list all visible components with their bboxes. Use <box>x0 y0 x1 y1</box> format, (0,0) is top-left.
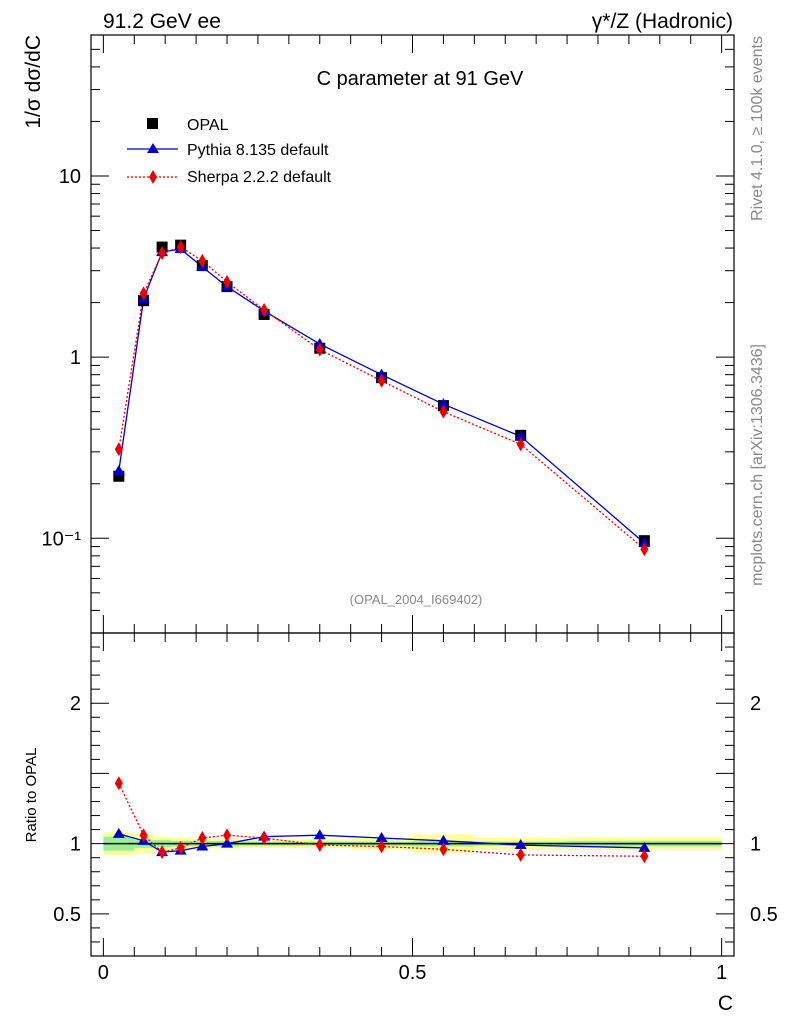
ratio-y-tick-label: 1 <box>70 834 81 856</box>
legend-marker-sherpa <box>149 170 157 184</box>
ratio-point-triangle <box>514 839 527 850</box>
ratio-point-diamond <box>139 828 148 843</box>
main-y-axis-label: 1/σ dσ/dC <box>22 35 45 129</box>
ratio-point-triangle <box>221 837 234 848</box>
ratio-point-diamond <box>158 845 167 860</box>
ratio-y-tick-label: 2 <box>70 693 81 715</box>
legend-label-pythia: Pythia 8.135 default <box>187 142 329 159</box>
header-energy-label: 91.2 GeV ee <box>103 10 221 33</box>
x-axis-label: C <box>718 992 733 1015</box>
rivet-version-label: Rivet 4.1.0, ≥ 100k events <box>749 36 766 221</box>
x-tick-label: 0 <box>98 962 109 984</box>
main-point-diamond <box>640 542 649 557</box>
ratio-y-tick-label: 0.5 <box>53 904 81 926</box>
main-y-tick-label: 10⁻¹ <box>42 528 82 550</box>
ratio-point-triangle <box>112 827 125 838</box>
x-tick-label: 0.5 <box>399 962 427 984</box>
legend-marker-pythia <box>147 143 159 153</box>
ratio-point-diamond <box>439 842 448 857</box>
ratio-point-diamond <box>198 831 207 846</box>
ratio-point-triangle <box>313 829 326 840</box>
ratio-point-diamond <box>114 776 123 791</box>
main-point-triangle <box>514 430 527 441</box>
ratio-y-axis-label: Ratio to OPAL <box>23 748 40 843</box>
main-series-line-2 <box>118 246 645 550</box>
main-point-triangle <box>112 465 125 476</box>
main-point-square <box>113 470 125 482</box>
legend-marker-opal <box>147 118 158 129</box>
ratio-point-triangle <box>437 834 450 845</box>
mcplots-label: mcplots.cern.ch [arXiv:1306.3436] <box>749 344 766 586</box>
ratio-point-diamond <box>223 828 232 843</box>
ratio-point-triangle <box>638 841 651 852</box>
main-point-diamond <box>516 437 525 452</box>
ratio-point-diamond <box>377 839 386 854</box>
ratio-point-diamond <box>315 838 324 853</box>
main-point-diamond <box>377 373 386 388</box>
main-point-triangle <box>437 398 450 409</box>
main-point-diamond <box>198 253 207 268</box>
main-point-diamond <box>139 286 148 301</box>
ratio-series-line-1 <box>118 783 645 857</box>
ratio-y-tick-label-right: 1 <box>750 834 761 856</box>
legend-label-sherpa: Sherpa 2.2.2 default <box>187 169 332 186</box>
main-point-diamond <box>158 246 167 261</box>
main-y-tick-label: 1 <box>70 347 81 369</box>
main-plot-panel: 10⁻¹ 1 10 <box>42 34 735 956</box>
main-point-diamond <box>315 342 324 357</box>
ratio-y-tick-label-right: 0.5 <box>750 904 778 926</box>
ratio-point-diamond <box>640 849 649 864</box>
ratio-point-diamond <box>176 840 185 855</box>
ratio-point-triangle <box>196 840 209 851</box>
legend-label-opal: OPAL <box>187 117 229 134</box>
header-process-label: γ*/Z (Hadronic) <box>592 10 733 33</box>
ratio-point-triangle <box>375 832 388 843</box>
main-point-diamond <box>223 274 232 289</box>
analysis-id-label: (OPAL_2004_I669402) <box>350 592 483 607</box>
main-point-diamond <box>439 404 448 419</box>
main-point-diamond <box>176 240 185 255</box>
main-point-triangle <box>375 368 388 379</box>
main-point-diamond <box>114 442 123 457</box>
main-y-tick-label: 10 <box>59 166 81 188</box>
main-point-diamond <box>260 303 269 318</box>
x-tick-label: 1 <box>716 962 727 984</box>
main-point-triangle <box>638 537 651 548</box>
main-series-line-1 <box>118 248 645 544</box>
ratio-plot-panel: 0 0.5 1 0.5 0.5 1 1 2 2 <box>53 35 778 984</box>
ratio-point-diamond <box>516 847 525 862</box>
ratio-y-tick-label-right: 2 <box>750 693 761 715</box>
ratio-series-line-0 <box>118 833 645 853</box>
ratio-plot-frame <box>90 632 735 957</box>
ratio-point-diamond <box>260 831 269 846</box>
legend: OPAL Pythia 8.135 default Sherpa 2.2.2 d… <box>127 117 332 186</box>
main-plot-title: C parameter at 91 GeV <box>317 68 524 90</box>
